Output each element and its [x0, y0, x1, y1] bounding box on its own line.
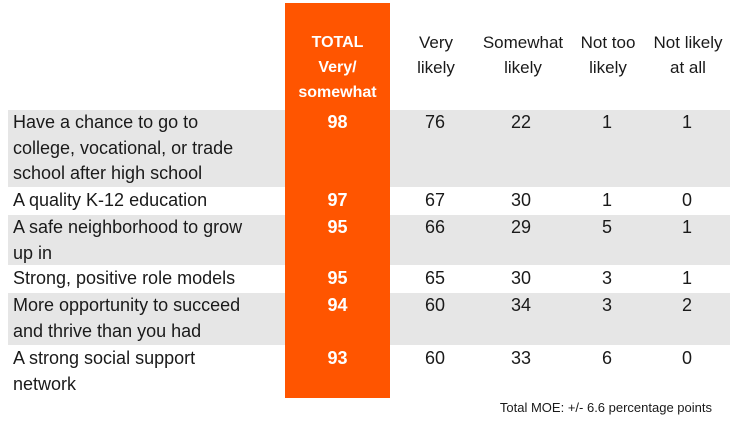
cell-somewhat-likely: 33 — [510, 348, 532, 368]
cell-not-likely-at-all: 1 — [681, 112, 692, 132]
cell-not-likely-at-all: 1 — [681, 268, 692, 288]
total-column-highlight — [285, 3, 390, 398]
row-label: Strong, positive role models — [13, 268, 236, 288]
cell-total: 93 — [327, 348, 348, 368]
cell-very-likely: 60 — [424, 348, 446, 368]
cell-not-likely-at-all: 1 — [681, 217, 692, 237]
cell-total: 97 — [327, 190, 348, 210]
cell-very-likely: 66 — [424, 217, 446, 237]
header-not-too-likely: Not too likely — [580, 33, 636, 77]
cell-total: 95 — [327, 217, 348, 237]
cell-somewhat-likely: 30 — [510, 190, 532, 210]
footer-moe-note: Total MOE: +/- 6.6 percentage points — [499, 400, 712, 415]
cell-total: 98 — [327, 112, 348, 132]
cell-somewhat-likely: 34 — [510, 295, 532, 315]
cell-very-likely: 65 — [424, 268, 446, 288]
row-label: A quality K-12 education — [13, 190, 208, 210]
cell-not-too-likely: 1 — [601, 190, 612, 210]
table-row: A strong social support network 60 33 6 … — [8, 346, 730, 398]
cell-very-likely: 60 — [424, 295, 446, 315]
table-row: A quality K-12 education 67 30 1 0 — [8, 188, 730, 214]
cell-total: 95 — [327, 268, 348, 288]
cell-not-too-likely: 3 — [601, 268, 612, 288]
row-label: A strong social support network — [13, 348, 196, 394]
header-total: TOTAL Very/ somewhat — [298, 34, 377, 101]
table-row: Strong, positive role models 65 30 3 1 — [8, 266, 730, 292]
row-label: More opportunity to succeed and thrive t… — [13, 295, 241, 341]
cell-not-too-likely: 3 — [601, 295, 612, 315]
header-not-likely-at-all: Not likely at all — [653, 33, 723, 77]
cell-total: 94 — [327, 295, 348, 315]
cell-somewhat-likely: 29 — [510, 217, 532, 237]
cell-not-likely-at-all: 0 — [681, 190, 692, 210]
cell-not-too-likely: 1 — [601, 112, 612, 132]
row-label: Have a chance to go to college, vocation… — [13, 112, 234, 183]
cell-very-likely: 67 — [424, 190, 446, 210]
cell-somewhat-likely: 22 — [510, 112, 532, 132]
cell-somewhat-likely: 30 — [510, 268, 532, 288]
cell-not-too-likely: 6 — [601, 348, 612, 368]
row-label: A safe neighborhood to grow up in — [13, 217, 243, 263]
header-somewhat-likely: Somewhat likely — [482, 33, 564, 77]
cell-not-likely-at-all: 0 — [681, 348, 692, 368]
cell-not-likely-at-all: 2 — [681, 295, 692, 315]
cell-not-too-likely: 5 — [601, 217, 612, 237]
header-very-likely: Very likely — [417, 33, 455, 77]
cell-very-likely: 76 — [424, 112, 446, 132]
